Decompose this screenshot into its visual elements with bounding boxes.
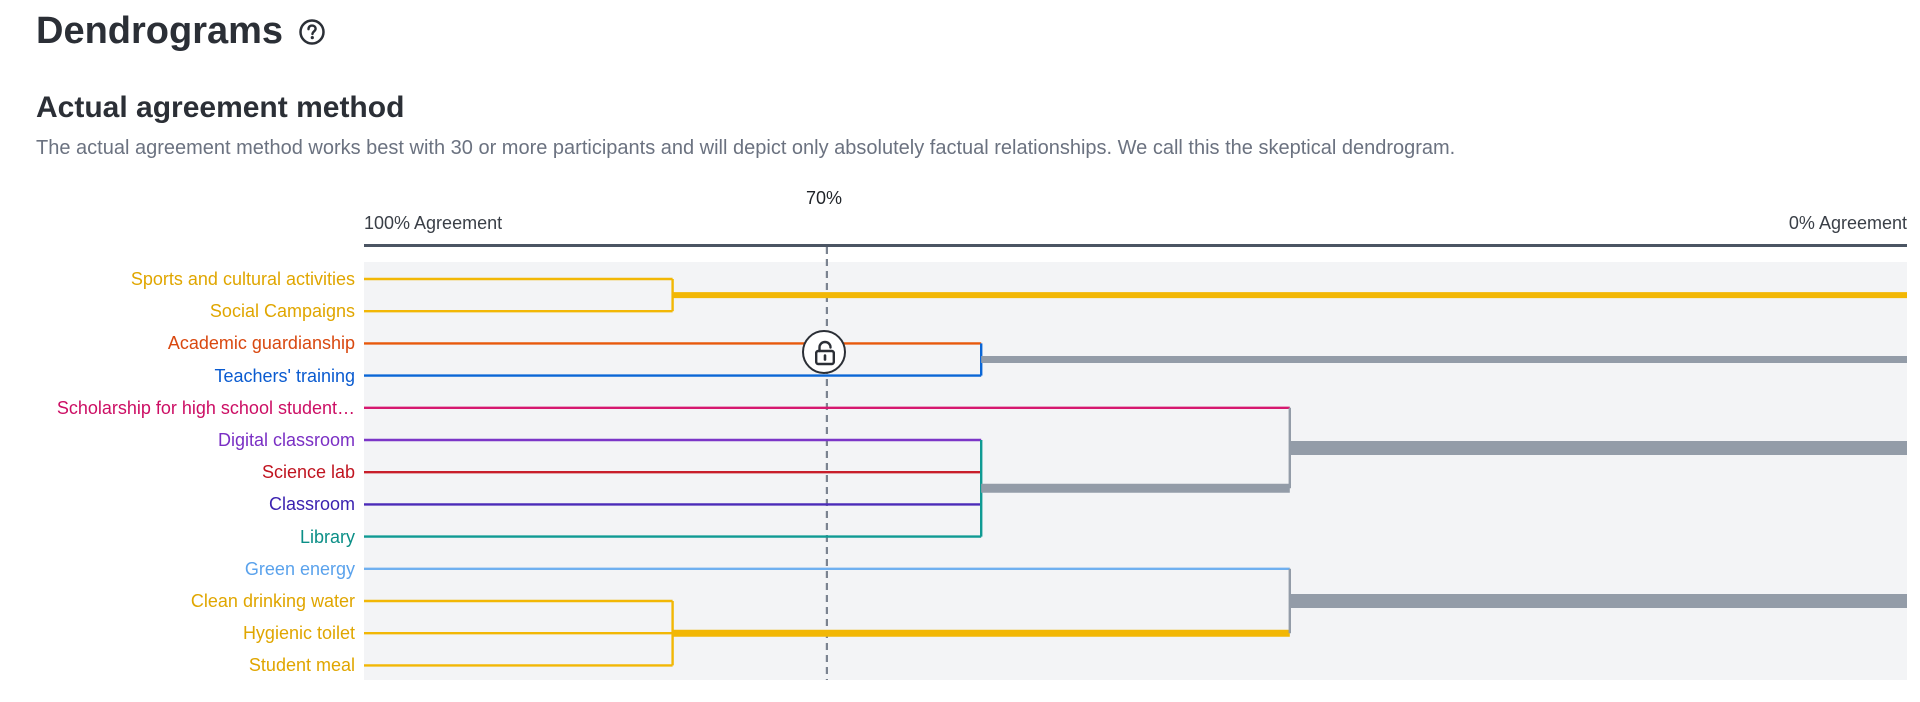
cutoff-lock-button[interactable] — [802, 330, 846, 374]
unlock-icon — [815, 340, 836, 366]
cutoff-label: 70% — [805, 188, 843, 208]
axis-right-label: 0% Agreement — [1788, 213, 1907, 233]
leaf-label[interactable]: Academic guardianship — [167, 333, 355, 354]
leaf-label[interactable]: Science lab — [261, 462, 355, 483]
leaf-label[interactable]: Green energy — [244, 558, 355, 579]
agreement-axis — [364, 244, 1907, 247]
section-title: Actual agreement method — [36, 91, 405, 124]
leaf-label[interactable]: Classroom — [268, 494, 355, 515]
axis-left-label: 100% Agreement — [364, 213, 503, 233]
leaf-label[interactable]: Digital classroom — [217, 430, 355, 450]
leaf-label[interactable]: Clean drinking water — [190, 591, 355, 611]
help-circle-icon[interactable] — [298, 18, 326, 46]
leaf-label[interactable]: Student meal — [248, 655, 355, 676]
leaf-label[interactable]: Library — [299, 526, 355, 547]
leaf-label[interactable]: Hygienic toilet — [242, 623, 355, 644]
section-description: The actual agreement method works best w… — [36, 137, 1456, 159]
leaf-label[interactable]: Scholarship for high school student… — [56, 397, 355, 418]
page-title: Dendrograms — [36, 10, 284, 52]
leaf-label[interactable]: Social Campaigns — [209, 301, 355, 322]
leaf-label[interactable]: Sports and cultural activities — [130, 269, 355, 289]
leaf-label[interactable]: Teachers' training — [214, 365, 355, 386]
